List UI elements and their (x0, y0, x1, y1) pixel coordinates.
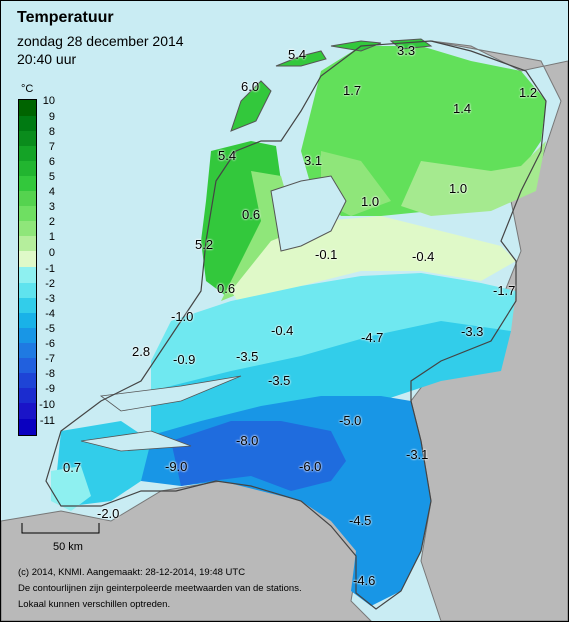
legend-seg-1 (19, 236, 36, 251)
legend-seg-5 (19, 176, 36, 191)
station-value: -1.7 (493, 283, 516, 298)
station-value: 5.2 (195, 237, 214, 252)
legend-label: -6 (45, 338, 55, 350)
legend-label: -2 (45, 278, 55, 290)
legend-label: -4 (45, 308, 55, 320)
legend-label: 10 (42, 95, 55, 107)
station-value: 5.4 (218, 148, 237, 163)
legend-seg-m4 (19, 313, 36, 328)
legend-label: 8 (48, 126, 55, 138)
legend-label: -1 (45, 263, 55, 275)
station-value: 1.2 (519, 85, 538, 100)
station-value: -0.9 (173, 352, 196, 367)
legend-colorbar (18, 99, 37, 436)
band-south-deep (171, 421, 346, 491)
band-north-light (401, 141, 546, 216)
legend-seg-0 (19, 251, 36, 267)
station-value: -4.5 (349, 513, 372, 528)
station-value: -3.3 (461, 324, 484, 339)
zeeland-water (80, 375, 242, 452)
station-value: 1.4 (453, 101, 472, 116)
legend-seg-8 (19, 131, 36, 146)
footer-disclaimer: Lokaal kunnen verschillen optreden. (18, 599, 171, 610)
station-value: -0.4 (412, 249, 435, 264)
station-value: -9.0 (165, 459, 188, 474)
scale-bar-label: 50 km (53, 541, 83, 553)
station-value: -5.0 (339, 413, 362, 428)
legend-label: -8 (45, 368, 55, 380)
station-value: -4.7 (361, 330, 384, 345)
map-title: Temperatuur (17, 9, 114, 26)
station-value: 1.0 (449, 181, 468, 196)
legend-seg-m10 (19, 403, 36, 419)
footer-note: De contourlijnen zijn geinterpoleerde me… (18, 583, 302, 594)
map-time: 20:40 uur (17, 51, 77, 67)
station-value: -0.4 (271, 323, 294, 338)
legend-label: -7 (45, 353, 55, 365)
legend-seg-m7 (19, 358, 36, 373)
netherlands-outline (45, 40, 547, 610)
legend-seg-3 (19, 206, 36, 221)
station-value: 5.4 (288, 47, 307, 62)
legend-label: 3 (48, 201, 55, 213)
station-value: -6.0 (299, 459, 322, 474)
station-value: 6.0 (241, 79, 260, 94)
legend-label: -5 (45, 323, 55, 335)
scale-bar (21, 523, 100, 534)
legend-unit: °C (21, 83, 34, 95)
station-value: 2.8 (132, 344, 151, 359)
station-value: -8.0 (236, 433, 259, 448)
station-value: 0.6 (217, 281, 236, 296)
legend-seg-m11 (19, 419, 36, 435)
legend-seg-7 (19, 146, 36, 161)
station-value: 3.3 (397, 43, 416, 58)
station-value: 0.7 (63, 460, 82, 475)
map-date: zondag 28 december 2014 (17, 33, 184, 49)
legend-seg-m8 (19, 373, 36, 388)
legend-seg-m1 (19, 267, 36, 283)
station-value: -3.1 (406, 447, 429, 462)
legend-seg-6 (19, 161, 36, 176)
station-value: -1.0 (171, 309, 194, 324)
legend-seg-m9 (19, 388, 36, 403)
legend-seg-9 (19, 116, 36, 131)
station-value: 0.6 (242, 207, 261, 222)
band-zeeland-west (51, 466, 91, 511)
legend-label: -10 (39, 399, 55, 411)
station-value: 1.7 (343, 83, 362, 98)
station-value: -3.5 (268, 373, 291, 388)
legend-label: 6 (48, 156, 55, 168)
legend-seg-2 (19, 221, 36, 236)
legend-label: -9 (45, 383, 55, 395)
legend-label: 2 (48, 216, 55, 228)
station-value: -2.0 (97, 506, 120, 521)
legend-label: -3 (45, 293, 55, 305)
legend-seg-4 (19, 191, 36, 206)
wadden-islands (230, 38, 433, 132)
legend-seg-m3 (19, 298, 36, 313)
legend-seg-m5 (19, 328, 36, 343)
footer-copyright: (c) 2014, KNMI. Aangemaakt: 28-12-2014, … (18, 567, 246, 578)
ijsselmeer (270, 175, 347, 252)
legend-label: 4 (48, 186, 55, 198)
station-value: -0.1 (315, 247, 338, 262)
legend-seg-m6 (19, 343, 36, 358)
legend-label: -11 (39, 415, 55, 427)
station-value: 1.0 (361, 194, 380, 209)
station-value: -4.6 (353, 573, 376, 588)
station-value: -3.5 (236, 349, 259, 364)
legend-seg-m2 (19, 283, 36, 298)
legend-label: 0 (48, 247, 55, 259)
station-value: 3.1 (304, 153, 323, 168)
legend-seg-10 (19, 100, 36, 116)
legend-label: 9 (48, 111, 55, 123)
legend-label: 1 (48, 231, 55, 243)
legend-label: 5 (48, 171, 55, 183)
legend-label: 7 (48, 141, 55, 153)
